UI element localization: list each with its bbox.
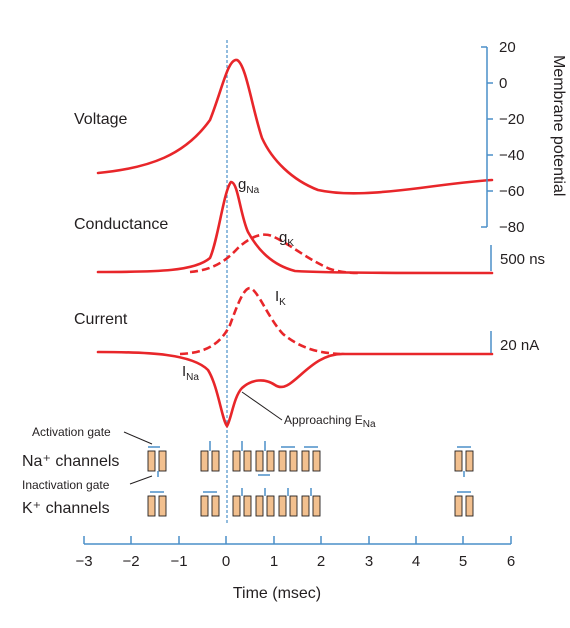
time-tick-label: 5 bbox=[459, 553, 467, 570]
na-channels-label: Na⁺ channels bbox=[22, 453, 119, 470]
i-na-main: I bbox=[182, 363, 186, 380]
i-na-sub: Na bbox=[186, 372, 199, 383]
time-axis: −3 −2 −1 0 1 2 3 4 5 6 Time (msec) bbox=[75, 536, 515, 602]
g-na-sub: Na bbox=[246, 185, 259, 196]
approaching-ena-label: Approaching ENa bbox=[284, 413, 376, 430]
time-tick-label: 2 bbox=[317, 553, 325, 570]
g-na-main: g bbox=[238, 176, 246, 193]
time-tick-label: 6 bbox=[507, 553, 515, 570]
voltage-trace bbox=[96, 58, 494, 195]
inactivation-gate-label: Inactivation gate bbox=[22, 478, 110, 492]
time-tick-label: 4 bbox=[412, 553, 420, 570]
time-tick-label: 1 bbox=[270, 553, 278, 570]
na-channel bbox=[147, 446, 167, 477]
membrane-potential-axis: 20 0 −20 −40 −60 −80 Membrane potential bbox=[481, 39, 567, 236]
k-channel bbox=[255, 488, 275, 517]
inactivation-gate-pointer bbox=[129, 475, 153, 485]
na-channel bbox=[278, 446, 298, 472]
g-k-trace bbox=[189, 233, 359, 275]
na-channel bbox=[255, 441, 275, 476]
conductance-scale-label: 500 ns bbox=[500, 251, 545, 268]
g-k-label: gK bbox=[279, 229, 294, 249]
i-na-trace bbox=[96, 350, 494, 429]
k-channels-label: K⁺ channels bbox=[22, 500, 110, 517]
time-tick-label: −3 bbox=[75, 553, 92, 570]
na-channel-row bbox=[147, 441, 474, 477]
na-channel bbox=[301, 446, 321, 472]
membrane-tick-label-0: 0 bbox=[499, 75, 507, 92]
g-k-sub: K bbox=[287, 238, 294, 249]
g-k-main: g bbox=[279, 229, 287, 246]
voltage-label: Voltage bbox=[74, 111, 127, 128]
i-k-label: IK bbox=[275, 288, 286, 308]
k-channel-row bbox=[147, 488, 474, 517]
membrane-tick-label-m80: −80 bbox=[499, 219, 524, 236]
approaching-main: Approaching E bbox=[284, 413, 363, 427]
i-k-sub: K bbox=[279, 297, 286, 308]
k-channel bbox=[278, 488, 298, 517]
i-na-label: INa bbox=[182, 363, 199, 383]
k-channel bbox=[200, 491, 220, 517]
na-channel bbox=[232, 441, 252, 472]
time-tick-label: 3 bbox=[365, 553, 373, 570]
g-na-trace bbox=[96, 180, 494, 275]
time-axis-label: Time (msec) bbox=[233, 585, 321, 602]
time-tick-label: 0 bbox=[222, 553, 230, 570]
k-channel bbox=[301, 488, 321, 517]
k-channel bbox=[454, 491, 474, 517]
current-scale-label: 20 nA bbox=[500, 337, 539, 354]
membrane-tick-label-m20: −20 bbox=[499, 111, 524, 128]
activation-gate-label: Activation gate bbox=[32, 425, 111, 439]
na-channel bbox=[200, 441, 220, 472]
k-channel bbox=[232, 488, 252, 517]
approaching-pointer bbox=[241, 391, 283, 421]
membrane-tick-label-20: 20 bbox=[499, 39, 516, 56]
time-tick-label: −1 bbox=[170, 553, 187, 570]
current-label: Current bbox=[74, 311, 128, 328]
membrane-tick-label-m60: −60 bbox=[499, 183, 524, 200]
k-channel bbox=[147, 491, 167, 517]
conductance-label: Conductance bbox=[74, 216, 168, 233]
activation-gate-pointer bbox=[123, 431, 153, 445]
membrane-tick-label-m40: −40 bbox=[499, 147, 524, 164]
i-k-main: I bbox=[275, 288, 279, 305]
i-k-trace bbox=[179, 286, 341, 356]
membrane-potential-label: Membrane potential bbox=[550, 55, 567, 196]
na-channel bbox=[454, 446, 474, 477]
g-na-label: gNa bbox=[238, 176, 260, 196]
time-tick-label: −2 bbox=[122, 553, 139, 570]
approaching-sub: Na bbox=[363, 419, 376, 430]
